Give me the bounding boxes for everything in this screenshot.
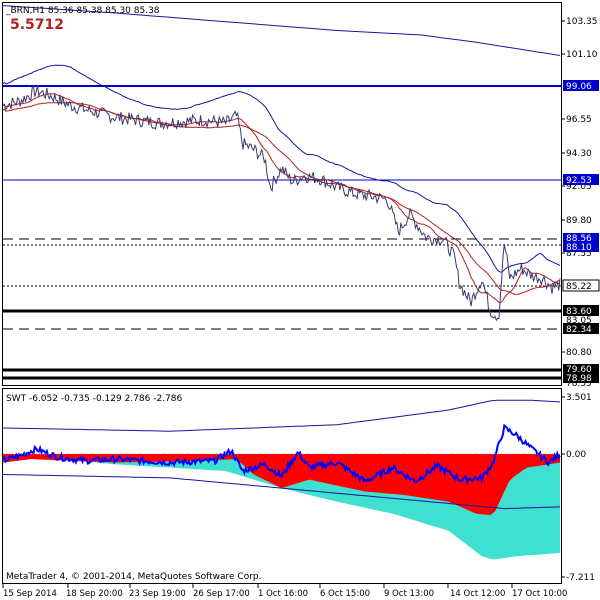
level-label-88-10: 88.10: [566, 243, 592, 253]
swt-upper-band: [2, 399, 561, 432]
level-labels: 99.06 92.53 88.56 88.10 85.22 83.60 82.3…: [562, 80, 600, 384]
level-label-85-22: 85.22: [566, 282, 592, 292]
price-tick: 103.35: [566, 17, 598, 27]
price-tick: 80.80: [566, 348, 592, 358]
time-label: 17 Oct 10:00: [512, 589, 567, 599]
level-label-79-60: 79.60: [566, 365, 592, 375]
price-axis: 103.35 101.10 96.55 94.30 92.05 89.80 87…: [561, 17, 598, 389]
price-tick: 89.80: [566, 216, 592, 226]
price-tick: 96.55: [566, 115, 592, 125]
time-label: 1 Oct 16:00: [258, 589, 308, 599]
price-tick: 87.55: [566, 249, 592, 259]
level-label-82-34: 82.34: [566, 325, 592, 335]
price-tick: 92.05: [566, 182, 592, 192]
ma-blue-upper-band: [2, 64, 561, 273]
time-label: 23 Sep 19:00: [129, 589, 186, 599]
time-label: 15 Sep 2014: [3, 589, 57, 599]
indicator-tick: 3.501: [566, 393, 592, 403]
swt-mid-line: [2, 474, 561, 510]
price-pane-frame: [2, 2, 562, 386]
time-axis: 15 Sep 2014 18 Sep 20:00 23 Sep 19:00 26…: [2, 584, 567, 599]
big-value: 5.5712: [10, 17, 64, 33]
time-label: 26 Sep 17:00: [193, 589, 250, 599]
level-label-83-60: 83.60: [566, 307, 592, 317]
swt-main-line: [2, 423, 561, 485]
level-label-99-06: 99.06: [566, 82, 592, 92]
price-tick: 78.55: [566, 379, 592, 389]
price-tick: 101.10: [566, 50, 598, 60]
time-label: 6 Oct 15:00: [320, 589, 370, 599]
price-tick: 83.05: [566, 316, 592, 326]
ma-red-slow: [2, 101, 561, 295]
indicator-axis: 3.501 0.00 -7.211: [561, 393, 595, 583]
time-label: 14 Oct 12:00: [450, 589, 505, 599]
level-label-78-98: 78.98: [566, 374, 592, 384]
symbol-header: _BRN,H1 85.36 85.38 85.30 85.38: [5, 6, 160, 16]
time-label: 18 Sep 20:00: [66, 589, 123, 599]
price-tick: 94.30: [566, 149, 592, 159]
level-label-88-56: 88.56: [566, 234, 592, 244]
ma-blue-long: [2, 5, 561, 56]
price-series: [2, 85, 561, 322]
level-lines: [3, 85, 561, 380]
indicator-tick: 0.00: [566, 450, 586, 460]
swt-red-area: [3, 454, 560, 516]
indicator-header: SWT -6.052 -0.735 -0.129 2.786 -2.786: [6, 394, 183, 404]
level-label-92-53: 92.53: [566, 176, 592, 186]
copyright-text: MetaTrader 4, © 2001-2014, MetaQuotes So…: [6, 572, 262, 582]
time-label: 9 Oct 13:00: [384, 589, 434, 599]
indicator-tick: -7.211: [566, 573, 595, 583]
